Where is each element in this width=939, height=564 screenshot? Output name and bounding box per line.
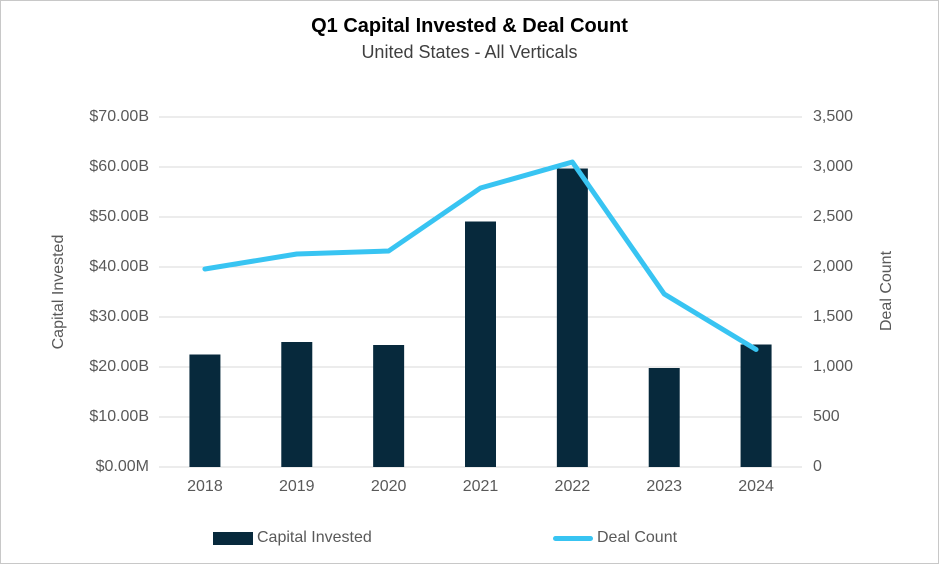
- legend-label-deal-count: Deal Count: [597, 529, 678, 546]
- capital-invested-swatch-icon: [213, 531, 253, 545]
- bar-2018: [189, 354, 221, 467]
- x-axis-tick-label: 2024: [738, 478, 774, 495]
- right-axis-tick-label: 500: [813, 408, 840, 425]
- left-axis-tick-label: $60.00B: [89, 158, 149, 175]
- left-axis-tick-label: $20.00B: [89, 358, 149, 375]
- chart-title: Q1 Capital Invested & Deal Count: [311, 15, 628, 37]
- right-axis-tick-label: 3,500: [813, 108, 854, 125]
- right-axis-tick-label: 2,500: [813, 208, 854, 225]
- capital-invested-bar-series: [189, 168, 772, 467]
- deal-count-line: [202, 159, 759, 352]
- x-axis-tick-label: 2019: [278, 478, 315, 495]
- left-axis-tick-label: $40.00B: [89, 258, 149, 275]
- left-axis-title: Capital Invested: [50, 234, 67, 350]
- x-axis-tick-label: 2022: [554, 478, 591, 495]
- left-axis-tick-label: $10.00B: [89, 408, 149, 425]
- deal-count-swatch-icon: [553, 535, 593, 541]
- legend-item-capital-invested: Capital Invested: [213, 529, 372, 547]
- x-axis-tick-label: 2018: [187, 478, 223, 495]
- left-axis-tick-label: $30.00B: [89, 308, 149, 325]
- right-axis-title: Deal Count: [878, 250, 895, 332]
- right-axis-tick-label: 0: [813, 458, 822, 475]
- bar-2023: [648, 368, 680, 467]
- bar-2022: [556, 168, 588, 467]
- left-axis-tick-label: $70.00B: [89, 108, 149, 125]
- x-axis-tick-label: 2021: [462, 478, 499, 495]
- x-axis-tick-label: 2020: [370, 478, 407, 495]
- right-axis-tick-label: 3,000: [813, 158, 854, 175]
- right-axis-tick-label: 1,500: [813, 308, 854, 325]
- right-axis-tick-label: 1,000: [813, 358, 854, 375]
- bar-2019: [281, 342, 313, 467]
- legend-label-capital-invested: Capital Invested: [257, 529, 372, 546]
- chart-subtitle: United States - All Verticals: [361, 42, 578, 62]
- bar-2021: [465, 221, 496, 467]
- bar-2020: [373, 345, 405, 467]
- legend-item-deal-count: Deal Count: [553, 529, 677, 547]
- bar-2024: [740, 344, 772, 467]
- right-axis-tick-label: 2,000: [813, 258, 854, 275]
- left-axis-tick-label: $0.00M: [95, 458, 149, 475]
- x-axis-tick-label: 2023: [646, 478, 682, 495]
- left-axis-tick-label: $50.00B: [89, 208, 149, 225]
